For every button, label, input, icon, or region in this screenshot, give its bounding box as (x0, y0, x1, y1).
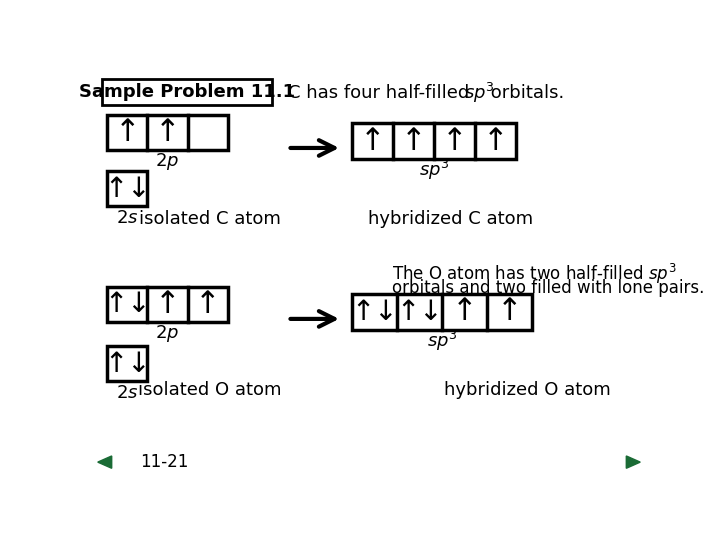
Polygon shape (626, 456, 640, 468)
Text: $\mathit{2p}$: $\mathit{2p}$ (156, 151, 179, 172)
Text: $\mathit{sp}^3$: $\mathit{sp}^3$ (426, 329, 457, 353)
Text: ↑↓: ↑↓ (104, 291, 150, 318)
Text: ↑↓: ↑↓ (351, 298, 397, 326)
Bar (107, 287, 228, 322)
Text: Sample Problem 11.1: Sample Problem 11.1 (78, 83, 295, 101)
Text: ↑↓: ↑↓ (396, 298, 443, 326)
Text: C has four half-filled: C has four half-filled (287, 84, 474, 102)
Text: The O atom has two half-filled $\mathit{sp}^3$: The O atom has two half-filled $\mathit{… (392, 262, 677, 286)
Text: orbitals and two filled with lone pairs.: orbitals and two filled with lone pairs. (392, 279, 705, 297)
Polygon shape (98, 456, 112, 468)
Text: orbitals.: orbitals. (485, 84, 564, 102)
Text: ↑: ↑ (155, 118, 180, 147)
Text: 11-21: 11-21 (140, 453, 189, 471)
Text: ↑: ↑ (114, 118, 140, 147)
Text: $\mathit{2p}$: $\mathit{2p}$ (156, 323, 179, 344)
Text: ↑↓: ↑↓ (104, 175, 150, 203)
Text: ↑: ↑ (195, 290, 220, 319)
Bar (102, 79, 272, 105)
Bar (352, 294, 532, 330)
Bar (107, 115, 228, 150)
Text: hybridized O atom: hybridized O atom (444, 381, 611, 399)
Bar (107, 346, 148, 381)
Text: ↑: ↑ (451, 298, 477, 327)
Text: ↑: ↑ (401, 126, 426, 156)
Text: $\mathit{2s}$: $\mathit{2s}$ (116, 384, 138, 402)
Bar (352, 123, 516, 159)
Text: isolated O atom: isolated O atom (138, 381, 282, 399)
Text: ↑: ↑ (155, 290, 180, 319)
Text: $\mathit{sp}^3$: $\mathit{sp}^3$ (419, 158, 449, 183)
Text: isolated C atom: isolated C atom (139, 210, 281, 228)
Text: ↑↓: ↑↓ (104, 349, 150, 377)
Text: $\mathit{2s}$: $\mathit{2s}$ (116, 209, 138, 227)
Text: ↑: ↑ (360, 126, 385, 156)
Text: ↑: ↑ (483, 126, 508, 156)
Text: ↑: ↑ (497, 298, 522, 327)
Text: hybridized C atom: hybridized C atom (368, 210, 533, 228)
Text: ↑: ↑ (442, 126, 467, 156)
Bar (107, 171, 148, 206)
Text: $\mathit{sp}^3$: $\mathit{sp}^3$ (464, 80, 495, 105)
